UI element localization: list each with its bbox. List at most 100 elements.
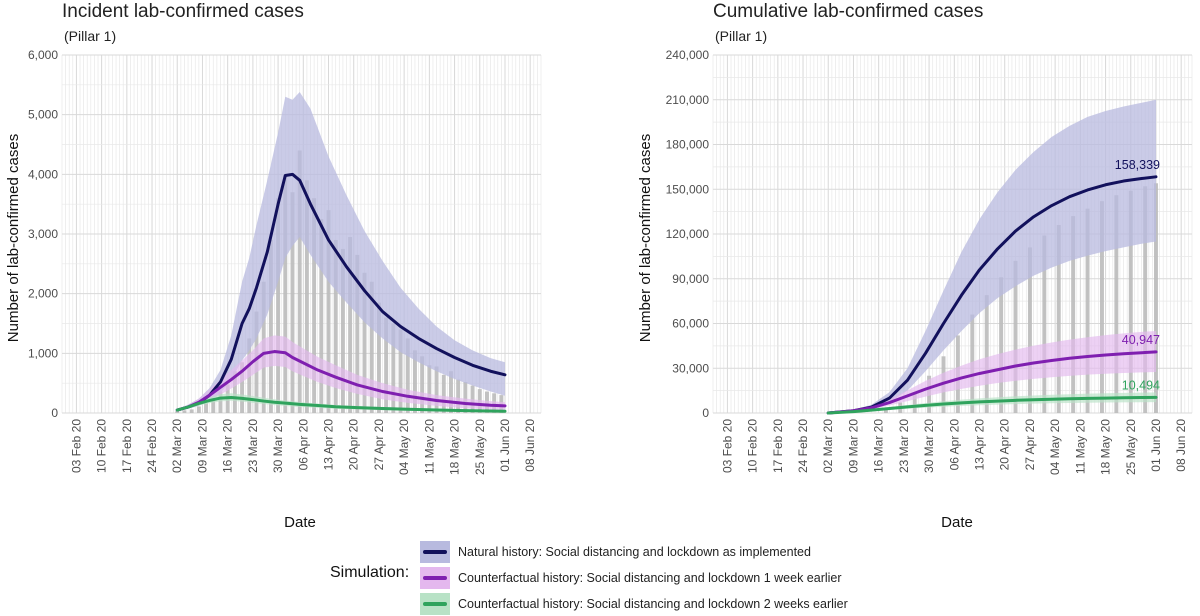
uncertainty-band-1	[177, 91, 505, 411]
observed-bar	[999, 277, 1004, 413]
observed-bar	[412, 350, 417, 413]
legend-key	[420, 593, 450, 615]
x-tick-label: 25 May 20	[473, 419, 487, 475]
x-tick-label: 01 Jun 20	[498, 419, 512, 472]
observed-bar	[883, 408, 888, 413]
observed-bar	[276, 198, 281, 413]
observed-bar	[268, 239, 273, 413]
observed-bar	[196, 406, 201, 413]
observed-bar	[456, 379, 461, 413]
observed-bar	[463, 381, 468, 413]
observed-bar	[398, 329, 403, 413]
y-tick-label: 4,000	[28, 167, 58, 181]
observed-bar	[333, 239, 338, 413]
observed-bar	[304, 180, 309, 413]
legend-label: Counterfactual history: Social distancin…	[458, 571, 842, 585]
observed-bar	[326, 210, 331, 413]
observed-bar	[391, 323, 396, 413]
observed-bar	[290, 192, 295, 413]
observed-bar	[204, 403, 209, 413]
x-tick-label: 20 Apr 20	[998, 419, 1012, 471]
x-tick-label: 08 Jun 20	[1174, 419, 1188, 472]
x-tick-label: 18 May 20	[448, 419, 462, 475]
observed-bar	[362, 272, 367, 413]
y-tick-label: 2,000	[28, 287, 58, 301]
chart-subtitle: (Pillar 1)	[64, 28, 116, 44]
observed-bar	[348, 236, 353, 413]
legend-item-natural-history: Natural history: Social distancing and l…	[420, 540, 811, 564]
observed-bar	[384, 317, 389, 413]
series-line-1	[175, 172, 507, 412]
y-axis-label: Number of lab-confirmed cases	[637, 134, 654, 342]
y-tick-label: 1,000	[28, 346, 58, 360]
observed-bar	[448, 371, 453, 413]
observed-bar	[1099, 201, 1104, 413]
x-tick-label: 17 Feb 20	[120, 419, 134, 473]
observed-bar	[470, 385, 475, 413]
x-tick-label: 04 May 20	[1048, 419, 1062, 475]
y-tick-label: 210,000	[666, 93, 710, 107]
observed-bar	[189, 409, 194, 413]
y-tick-label: 0	[51, 406, 58, 420]
observed-bar	[369, 281, 374, 413]
observed-bar	[1143, 186, 1148, 413]
observed-bar	[218, 391, 223, 413]
x-tick-label: 13 Apr 20	[973, 419, 987, 471]
plot-area: 0 1,000 2,000 3,000 4,000 5,000 6,000 03 Feb 20…	[28, 48, 542, 475]
x-tick-label: 30 Mar 20	[922, 419, 936, 473]
x-tick-label: 02 Mar 20	[170, 419, 184, 473]
y-tick-label: 180,000	[666, 138, 710, 152]
uncertainty-band-3	[177, 393, 505, 412]
chart-title: Cumulative lab-confirmed cases	[713, 1, 983, 22]
x-tick-label: 16 Mar 20	[221, 419, 235, 473]
legend-key	[420, 567, 450, 589]
y-tick-label: 0	[702, 406, 709, 420]
x-tick-label: 13 Apr 20	[322, 419, 336, 471]
observed-bar	[984, 295, 989, 413]
series-line-2	[175, 350, 507, 412]
x-tick-label: 27 Apr 20	[372, 419, 386, 471]
x-tick-label: 03 Feb 20	[69, 419, 83, 473]
observed-bar	[1042, 235, 1047, 413]
legend-item-1-week-earlier: Counterfactual history: Social distancin…	[420, 566, 842, 590]
x-tick-label: 16 Mar 20	[872, 419, 886, 473]
observed-bar	[1071, 216, 1076, 413]
series-line-2	[826, 350, 1158, 415]
observed-bar	[1056, 225, 1061, 413]
y-axis-label: Number of lab-confirmed cases	[5, 134, 22, 342]
x-tick-label: 11 May 20	[422, 419, 436, 474]
observed-bar	[240, 362, 245, 413]
x-tick-label: 18 May 20	[1099, 419, 1113, 475]
x-tick-label: 27 Apr 20	[1023, 419, 1037, 471]
x-tick-label: 10 Feb 20	[95, 419, 109, 473]
x-tick-label: 08 Jun 20	[523, 419, 537, 472]
y-tick-label: 120,000	[666, 227, 710, 241]
observed-bar	[441, 374, 446, 413]
x-tick-label: 24 Feb 20	[145, 419, 159, 473]
y-tick-label: 6,000	[28, 48, 58, 62]
observed-bar	[1114, 195, 1119, 413]
x-tick-label: 04 May 20	[397, 419, 411, 475]
observed-bar	[1085, 208, 1090, 413]
y-tick-label: 5,000	[28, 108, 58, 122]
legend-item-2-weeks-earlier: Counterfactual history: Social distancin…	[420, 592, 848, 616]
observed-bar	[312, 198, 317, 413]
observed-bar	[405, 338, 410, 413]
y-tick-label: 60,000	[672, 317, 709, 331]
observed-bar	[182, 410, 187, 413]
observed-bar	[912, 392, 917, 413]
x-tick-label: 17 Feb 20	[771, 419, 785, 473]
x-tick-label: 10 Feb 20	[746, 419, 760, 473]
observed-bar	[175, 411, 180, 413]
y-tick-label: 150,000	[666, 182, 710, 196]
x-axis-label: Date	[284, 514, 316, 531]
legend: Simulation: Natural history: Social dist…	[330, 532, 890, 615]
incident-cases-chart: 0 1,000 2,000 3,000 4,000 5,000 6,000 03 Feb 20…	[5, 1, 542, 531]
legend-label: Natural history: Social distancing and l…	[458, 545, 811, 559]
x-tick-label: 30 Mar 20	[271, 419, 285, 473]
end-value-label: 158,339	[1115, 158, 1160, 172]
y-tick-label: 90,000	[672, 272, 709, 286]
chart-subtitle: (Pillar 1)	[715, 28, 767, 44]
observed-bar	[376, 302, 381, 413]
x-tick-label: 24 Feb 20	[796, 419, 810, 473]
